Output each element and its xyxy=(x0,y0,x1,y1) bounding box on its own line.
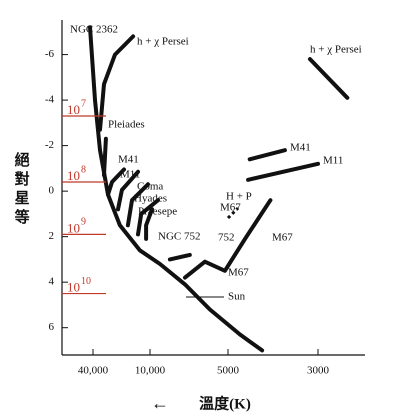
annotation: Sun xyxy=(228,291,246,303)
y-tick-label: 4 xyxy=(49,276,55,288)
dashes xyxy=(226,206,240,220)
x-tick-label: 10,000 xyxy=(135,365,166,377)
age-exp: 7 xyxy=(81,98,86,109)
x-tick-label: 5000 xyxy=(217,365,240,377)
series-label: M67 xyxy=(220,202,241,214)
x-arrow: ← xyxy=(151,393,169,413)
x-tick-label: 3000 xyxy=(307,365,330,377)
y-tick-label: 0 xyxy=(49,185,55,197)
cluster-track xyxy=(116,161,320,212)
y-tick-label: 6 xyxy=(49,321,55,333)
series-label: M11 xyxy=(120,169,140,181)
series-label: Hyades xyxy=(134,193,167,205)
cluster-track xyxy=(98,34,350,132)
x-axis-label: 溫度(K) xyxy=(199,394,251,412)
cluster-track xyxy=(144,207,154,241)
age-base: 10 xyxy=(67,168,80,183)
cluster-track xyxy=(183,198,273,280)
age-base: 10 xyxy=(67,280,80,295)
cluster-track xyxy=(167,252,192,262)
x-tick-label: 40,000 xyxy=(78,365,109,377)
age-exp: 8 xyxy=(81,164,86,175)
annotation: H + P xyxy=(226,191,252,203)
age-exp: 10 xyxy=(81,276,91,287)
annotation: M67 xyxy=(228,267,249,279)
age-exp: 9 xyxy=(81,217,86,228)
series-label: M67 xyxy=(272,232,293,244)
series-label: h + χ Persei xyxy=(310,44,362,56)
series-label: M11 xyxy=(323,155,343,167)
series-label: M41 xyxy=(290,142,311,154)
cluster-track xyxy=(136,198,160,237)
series-label: Praesepe xyxy=(138,206,177,218)
series-label: NGC 752 xyxy=(158,231,200,243)
series-label: NGC 2362 xyxy=(70,24,118,36)
y-tick-label: -4 xyxy=(45,94,55,106)
cluster-track xyxy=(125,182,150,228)
y-tick-label: 2 xyxy=(49,230,55,242)
age-base: 10 xyxy=(67,220,80,235)
series-label: M41 xyxy=(118,154,139,166)
y-axis-label: 絕對星等 xyxy=(13,151,30,228)
cluster-track xyxy=(88,25,265,353)
series-label: Coma xyxy=(137,181,163,193)
annotation: 752 xyxy=(218,232,235,244)
series-label: h + χ Persei xyxy=(137,36,189,48)
y-tick-label: -6 xyxy=(45,48,55,60)
age-base: 10 xyxy=(67,102,80,117)
y-tick-label: -2 xyxy=(45,139,54,151)
cluster-track xyxy=(102,136,108,178)
series-label: Pleiades xyxy=(108,119,145,131)
cluster-track xyxy=(106,148,287,197)
